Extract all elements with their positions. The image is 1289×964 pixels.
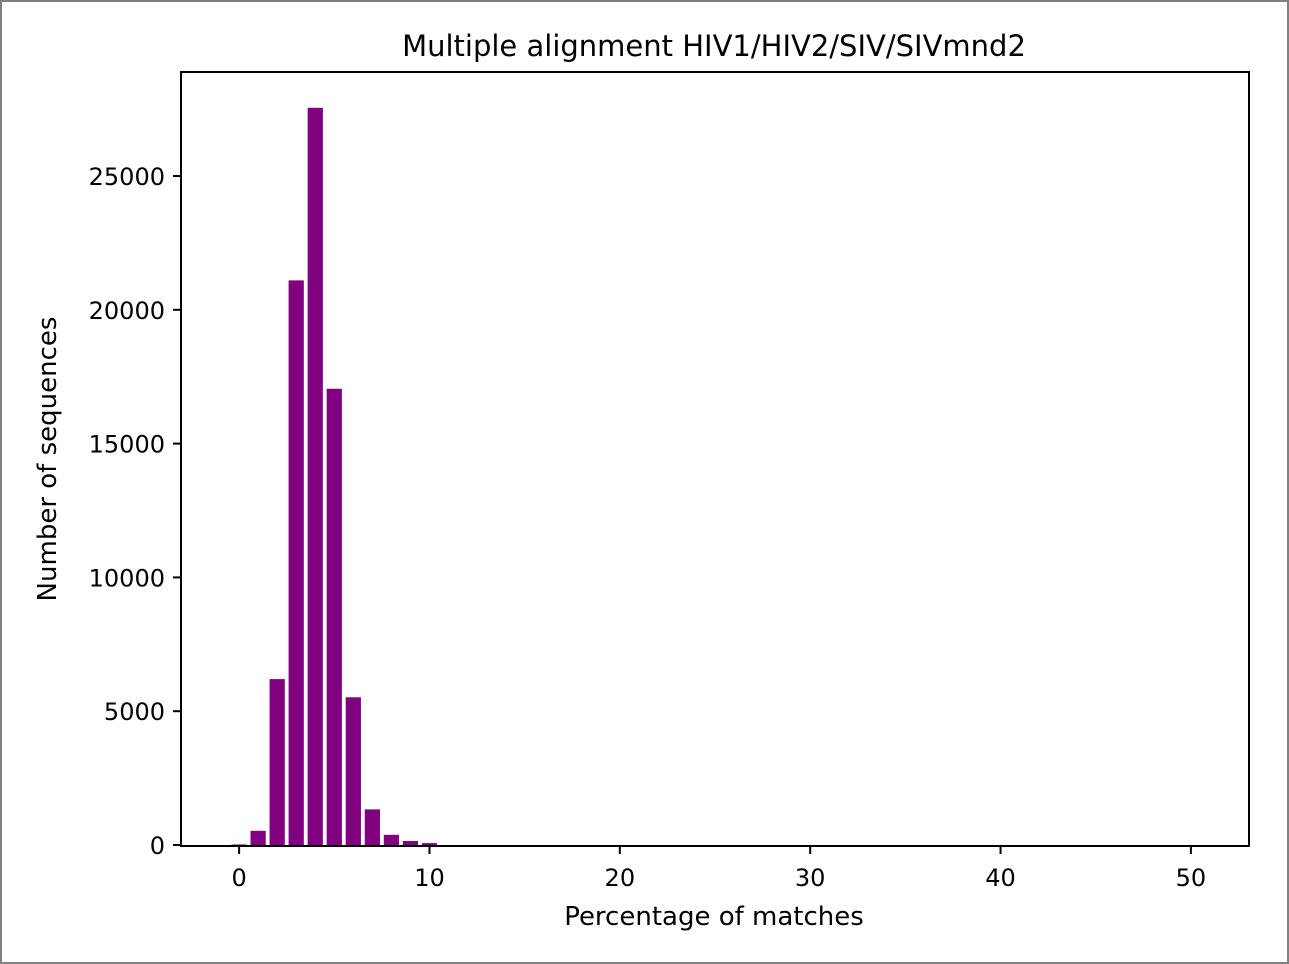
y-tick-label-20000: 20000 [89,297,165,325]
x-axis-ticks: 0 10 20 30 40 50 [231,846,1206,892]
x-tick-label-50: 50 [1176,864,1207,892]
bar-9 [402,840,419,845]
bar-1 [250,830,266,845]
bar-5 [326,388,342,845]
bar-7 [364,809,380,845]
plot-area-frame [180,71,1250,847]
bar-10 [421,843,438,845]
x-tick-label-30: 30 [795,864,826,892]
y-tick-label-10000: 10000 [89,564,165,592]
y-tick-label-5000: 5000 [104,698,165,726]
chart-title: Multiple alignment HIV1/HIV2/SIV/SIVmnd2 [402,29,1026,63]
bar-3 [288,280,304,845]
y-tick-label-0: 0 [150,832,165,860]
x-tick-label-0: 0 [231,864,246,892]
bars-group [231,107,438,846]
x-tick-label-40: 40 [985,864,1016,892]
bar-6 [345,697,361,845]
x-axis-label: Percentage of matches [564,902,864,932]
y-axis-label: Number of sequences [33,317,63,602]
y-axis-ticks: 0 5000 10000 15000 20000 25000 [89,163,181,860]
x-tick-label-10: 10 [414,864,445,892]
y-tick-label-25000: 25000 [89,163,165,191]
bar-0 [231,844,247,845]
bar-8 [383,834,400,845]
y-tick-label-15000: 15000 [89,431,165,459]
x-tick-label-20: 20 [605,864,636,892]
bar-2 [269,679,285,845]
bar-4 [307,107,323,846]
